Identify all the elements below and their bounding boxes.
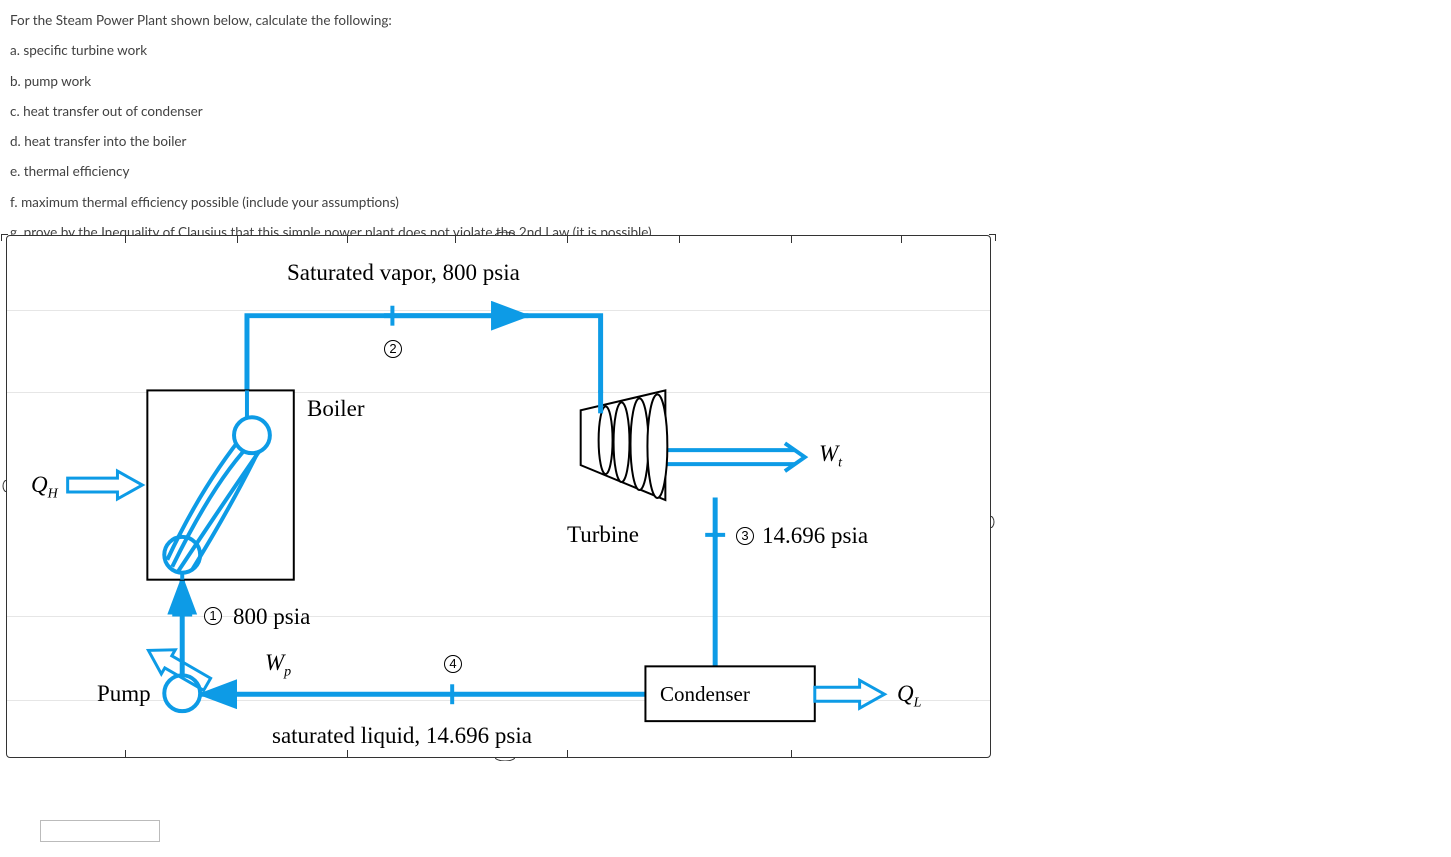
state2-header: Saturated vapor, 800 psia xyxy=(287,260,520,286)
state-1: 1 xyxy=(204,607,222,625)
boiler-label: Boiler xyxy=(307,396,365,422)
pump-symbol xyxy=(164,675,200,711)
prompt-c: c. heat transfer out of condenser xyxy=(10,101,1441,121)
prompt-f: f. maximum thermal efficiency possible (… xyxy=(10,192,1441,212)
frame-top-notch-icon xyxy=(495,232,515,240)
turbine-symbol xyxy=(581,390,805,500)
diagram-frame: Saturated vapor, 800 psia Boiler Turbine… xyxy=(6,235,991,758)
wp-label: Wp xyxy=(265,650,291,681)
state-3: 3 xyxy=(736,527,754,545)
state-2: 2 xyxy=(384,340,402,358)
p1-label: 800 psia xyxy=(233,604,310,630)
frame-right-notch-icon xyxy=(988,516,996,528)
frame-bottom-notch-icon xyxy=(495,753,515,761)
ql-label: QL xyxy=(897,681,921,712)
p3-label: 14.696 psia xyxy=(762,523,868,549)
prompt-e: e. thermal efficiency xyxy=(10,161,1441,181)
answer-input[interactable] xyxy=(40,820,160,842)
pump-label: Pump xyxy=(97,681,151,707)
rankine-cycle-svg xyxy=(7,236,990,757)
qh-arrow xyxy=(68,471,143,499)
qh-label: QH xyxy=(31,472,58,503)
frame-left-notch-icon xyxy=(1,480,9,492)
prompt-a: a. specific turbine work xyxy=(10,40,1441,60)
condenser-label: Condenser xyxy=(660,682,750,707)
prompt-intro: For the Steam Power Plant shown below, c… xyxy=(10,10,1441,30)
state4-footer: saturated liquid, 14.696 psia xyxy=(272,723,532,749)
state-4: 4 xyxy=(444,655,462,673)
prompt-d: d. heat transfer into the boiler xyxy=(10,131,1441,151)
wt-label: Wt xyxy=(819,441,842,472)
prompt-b: b. pump work xyxy=(10,71,1441,91)
turbine-label: Turbine xyxy=(567,522,639,548)
ql-arrow xyxy=(815,680,885,708)
